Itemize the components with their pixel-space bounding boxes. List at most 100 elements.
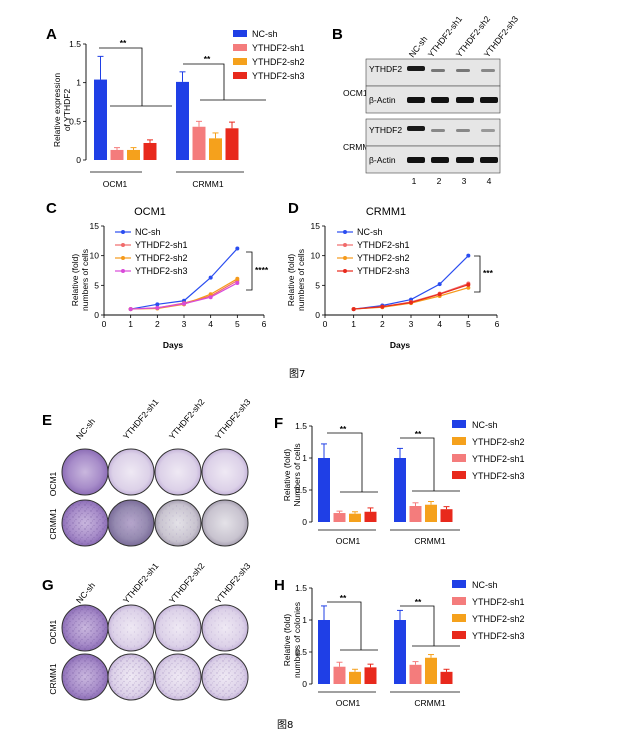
blot-bands-crmm1-actin — [407, 157, 498, 163]
legend-marker-sh3 — [343, 269, 347, 273]
panel-f-bar-chart: F Relative (fold) Numbers of cells 0 0.5 1… — [274, 415, 525, 546]
panel-f-legend: NC-sh YTHDF2-sh2 YTHDF2-sh1 YTHDF2-sh3 — [452, 420, 525, 481]
y-tick-label: 1 — [76, 78, 81, 88]
panel-letter-h: H — [274, 577, 285, 594]
panel-h-bars — [318, 605, 453, 684]
legend-marker-sh1 — [343, 243, 347, 247]
legend-label: YTHDF2-sh3 — [135, 266, 188, 276]
panel-f-sig-bracket-1 — [327, 432, 363, 492]
y-tick-label: 10 — [90, 251, 100, 261]
panel-a-group-crmm1: CRMM1 — [192, 179, 223, 189]
culture-plate — [201, 499, 249, 547]
data-point — [208, 292, 213, 297]
plate-speckle — [63, 501, 107, 545]
x-tick-label: 3 — [409, 319, 414, 329]
legend-swatch-sh3 — [452, 471, 466, 479]
plate-col-label: YTHDF2-sh2 — [167, 561, 207, 606]
culture-plate — [154, 448, 202, 496]
y-tick-label: 1.5 — [69, 39, 81, 49]
panel-h-sig-bracket-1 — [327, 601, 362, 650]
x-tick-label: 4 — [437, 319, 442, 329]
y-tick-label: 0 — [302, 517, 307, 527]
bar — [425, 657, 437, 684]
panel-f-ylabel-line2: Numbers of cells — [292, 443, 302, 506]
culture-plate — [201, 448, 249, 496]
y-tick-label: 0 — [94, 310, 99, 320]
bar — [110, 149, 124, 160]
panel-c-title: OCM1 — [134, 206, 166, 218]
panel-e-plate-images: E NC-sh YTHDF2-sh1 YTHDF2-sh2 YTHDF2-sh3… — [42, 397, 253, 547]
blot-bands-ocm1-actin — [407, 97, 498, 103]
panel-f-sig-bracket-2 — [400, 437, 435, 491]
series-line — [353, 282, 469, 310]
y-tick-label: 0 — [76, 155, 81, 165]
figure7-caption: 图7 — [289, 368, 305, 380]
plate-speckle — [109, 655, 153, 699]
data-point — [409, 300, 413, 305]
legend-label: YTHDF2-sh3 — [357, 266, 410, 276]
bar — [409, 506, 422, 522]
blot-lane-number: 4 — [487, 176, 492, 186]
bar — [394, 620, 406, 684]
legend-swatch-nc — [452, 580, 466, 588]
panel-letter-d: D — [288, 200, 299, 217]
y-tick-label: 0.5 — [69, 116, 81, 126]
x-tick-label: 2 — [380, 319, 385, 329]
blot-band — [456, 69, 470, 72]
panel-g-plate-images: G NC-sh YTHDF2-sh1 YTHDF2-sh2 YTHDF2-sh3… — [42, 561, 253, 701]
legend-label: YTHDF2-sh1 — [472, 454, 525, 464]
panel-h-sig-label-2: ** — [415, 597, 422, 607]
blot-band-label: β-Actin — [369, 95, 396, 105]
blot-band — [431, 97, 449, 103]
bar — [409, 664, 422, 684]
legend-label: YTHDF2-sh1 — [135, 240, 188, 250]
plate-speckle — [109, 606, 153, 650]
panel-h-group-crmm1: CRMM1 — [414, 698, 445, 708]
blot-band — [431, 129, 445, 132]
blot-bands-crmm1-ythdf2 — [407, 126, 495, 132]
legend-marker-sh2 — [343, 256, 347, 260]
legend-label: YTHDF2-sh1 — [472, 597, 525, 607]
plate-speckle — [109, 501, 153, 545]
data-point — [380, 304, 385, 309]
x-tick-label: 1 — [128, 319, 133, 329]
data-point — [155, 305, 160, 310]
plate-speckle — [203, 606, 247, 650]
legend-marker-nc — [343, 230, 347, 234]
blot-bands-ocm1-ythdf2 — [407, 66, 495, 72]
bar — [209, 138, 222, 160]
y-tick-label: 5 — [94, 280, 99, 290]
blot-band — [480, 157, 498, 163]
blot-band-label: β-Actin — [369, 155, 396, 165]
blot-band — [431, 157, 449, 163]
legend-marker-sh1 — [121, 243, 125, 247]
legend-swatch-sh1 — [452, 454, 466, 462]
figure8-caption: 图8 — [277, 719, 293, 731]
panel-c-legend: NC-sh YTHDF2-sh1 YTHDF2-sh2 YTHDF2-sh3 — [115, 227, 188, 276]
plate-col-label: YTHDF2-sh3 — [213, 561, 253, 606]
legend-label: YTHDF2-sh1 — [357, 240, 410, 250]
y-tick-label: 0.5 — [295, 485, 307, 495]
legend-label: NC-sh — [135, 227, 161, 237]
panel-d-sig-bracket — [474, 255, 481, 293]
legend-swatch-sh2 — [452, 437, 466, 445]
legend-label: YTHDF2-sh2 — [472, 614, 525, 624]
blot-band — [407, 126, 425, 131]
legend-marker-sh2 — [121, 256, 125, 260]
panel-a-sig-bracket-2 — [183, 63, 225, 100]
legend-label: YTHDF2-sh3 — [472, 631, 525, 641]
panel-a-sig-bracket-1 — [99, 47, 143, 106]
y-tick-label: 5 — [315, 280, 320, 290]
legend-marker-nc — [121, 230, 125, 234]
bar — [425, 504, 437, 522]
culture-plate — [61, 448, 109, 496]
legend-swatch-nc — [233, 30, 247, 37]
panel-c-axes: 0 5 10 15 0 1 2 3 4 5 6 — [90, 221, 267, 329]
panel-a-sig-label-1: ** — [120, 38, 127, 48]
bar — [176, 81, 189, 160]
data-point — [437, 292, 442, 297]
panel-letter-e: E — [42, 412, 52, 429]
bar — [192, 126, 206, 160]
panel-d-ylabel-line2: numbers of cells — [296, 249, 306, 311]
data-point — [466, 285, 471, 290]
